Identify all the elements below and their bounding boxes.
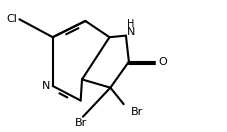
Text: Cl: Cl bbox=[6, 14, 17, 24]
Text: N: N bbox=[126, 27, 135, 37]
Text: O: O bbox=[158, 57, 166, 67]
Text: H: H bbox=[126, 19, 134, 29]
Text: N: N bbox=[42, 81, 50, 91]
Text: Br: Br bbox=[130, 107, 142, 117]
Text: Br: Br bbox=[74, 118, 86, 128]
